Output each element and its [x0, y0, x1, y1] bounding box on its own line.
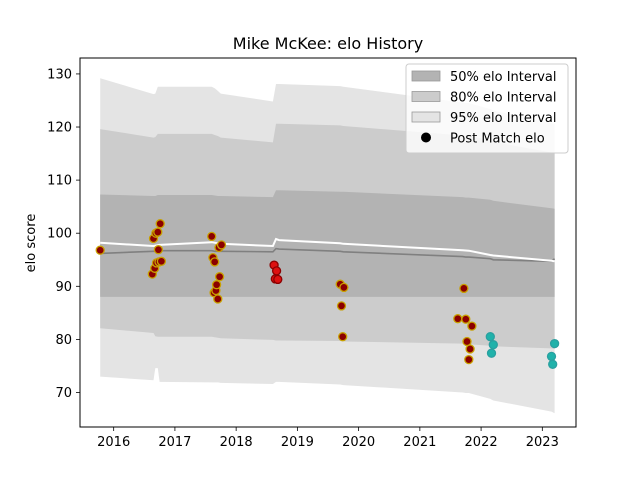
- data-point: [486, 348, 497, 358]
- legend-label: 95% elo Interval: [450, 111, 557, 126]
- chart-title: Mike McKee: elo History: [233, 34, 423, 53]
- data-point: [95, 245, 105, 255]
- mean-elo-line: [100, 237, 555, 263]
- x-tick-label: 2016: [97, 435, 130, 450]
- y-axis-label: elo score: [24, 214, 39, 273]
- legend-label: 80% elo Interval: [450, 91, 557, 106]
- y-tick-label: 130: [47, 67, 72, 82]
- x-tick-label: 2018: [220, 435, 253, 450]
- legend-swatch: [411, 70, 441, 82]
- x-tick-label: 2023: [526, 435, 559, 450]
- data-point: [213, 294, 223, 304]
- x-tick-label: 2019: [281, 435, 314, 450]
- y-tick-label: 90: [55, 280, 72, 295]
- data-point: [462, 336, 472, 347]
- data-point: [207, 231, 217, 242]
- legend-marker: [421, 132, 431, 143]
- data-point: [210, 257, 220, 267]
- y-tick-label: 70: [55, 386, 72, 401]
- data-point: [465, 344, 475, 354]
- data-point: [485, 332, 495, 342]
- data-point: [548, 359, 558, 369]
- plot-area: 2016 2017 2018 2019 2020 2021 2022 2023 70 80 90 10…: [47, 57, 577, 450]
- data-point: [488, 340, 498, 350]
- data-point: [211, 280, 222, 290]
- x-tick-label: 2022: [465, 435, 498, 450]
- data-point: [155, 219, 165, 229]
- x-tick-label: 2017: [158, 435, 191, 450]
- legend: 50% elo Interval 80% elo Interval 95% elo …: [405, 63, 569, 154]
- data-point: [153, 245, 164, 255]
- x-tick-label: 2021: [403, 435, 436, 450]
- data-point: [549, 338, 560, 349]
- data-point: [271, 266, 282, 276]
- legend-swatch: [411, 111, 441, 123]
- y-tick-label: 100: [47, 227, 72, 242]
- data-point: [459, 283, 469, 294]
- data-point: [461, 314, 471, 324]
- data-point: [464, 354, 474, 365]
- data-point: [338, 332, 348, 342]
- y-tick-label: 120: [47, 121, 72, 136]
- data-point: [467, 321, 477, 331]
- legend-box: [405, 63, 569, 154]
- y-tick-label: 80: [55, 333, 72, 348]
- data-point: [546, 351, 557, 362]
- data-point: [339, 282, 349, 293]
- data-point: [153, 227, 163, 237]
- legend-swatch: [411, 91, 441, 102]
- data-point: [214, 272, 225, 282]
- x-tick-label: 2020: [342, 435, 375, 450]
- data-point: [273, 274, 283, 285]
- legend-label: 50% elo Interval: [450, 70, 557, 85]
- y-tick-label: 110: [47, 174, 72, 189]
- plot-frame: [79, 57, 577, 428]
- data-point: [336, 301, 347, 311]
- data-point: [453, 314, 463, 324]
- data-point: [156, 256, 167, 266]
- data-point: [216, 240, 227, 250]
- legend-label: Post Match elo: [450, 132, 545, 147]
